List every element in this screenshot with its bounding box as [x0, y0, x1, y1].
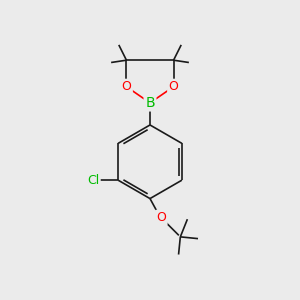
- Text: O: O: [122, 80, 131, 93]
- Text: O: O: [169, 80, 178, 93]
- Text: B: B: [145, 96, 155, 110]
- Text: Cl: Cl: [87, 174, 99, 187]
- Text: O: O: [156, 211, 166, 224]
